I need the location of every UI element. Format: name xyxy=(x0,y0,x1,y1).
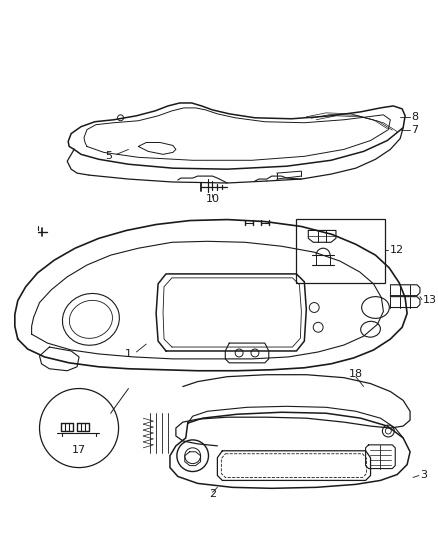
Circle shape xyxy=(39,389,119,467)
Text: 3: 3 xyxy=(420,471,427,480)
Text: 2: 2 xyxy=(209,489,216,499)
Text: 13: 13 xyxy=(423,295,437,304)
Text: 5: 5 xyxy=(105,151,112,161)
Text: 10: 10 xyxy=(205,194,219,204)
Text: 18: 18 xyxy=(349,369,363,379)
Text: 1: 1 xyxy=(125,349,132,359)
Text: 8: 8 xyxy=(411,112,418,122)
Bar xyxy=(297,219,385,283)
Text: 12: 12 xyxy=(390,245,404,255)
Text: 17: 17 xyxy=(72,445,86,455)
Text: 7: 7 xyxy=(411,125,418,135)
